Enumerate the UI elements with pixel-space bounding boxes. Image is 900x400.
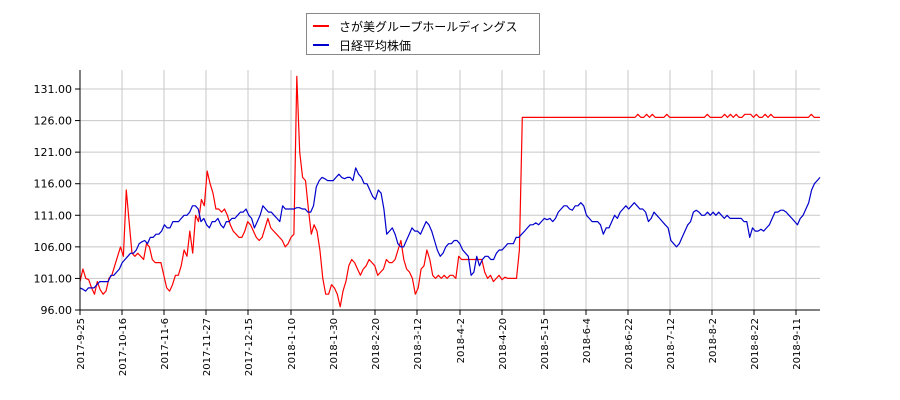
legend-item-sagami: さが美グループホールディングス xyxy=(313,17,517,35)
x-tick-label: 2018-1-10 xyxy=(287,318,298,370)
x-tick-label: 2018-3-12 xyxy=(413,318,424,370)
x-tick-label: 2017-10-16 xyxy=(118,318,129,376)
y-tick-label: 131.00 xyxy=(34,83,73,96)
legend-label-nikkei: 日経平均株価 xyxy=(339,38,412,53)
x-tick-label: 2018-5-15 xyxy=(540,318,551,370)
legend-item-nikkei: 日経平均株価 xyxy=(313,36,411,54)
x-tick-label: 2018-7-12 xyxy=(666,318,677,370)
grid-lines xyxy=(80,70,820,310)
red-line-swatch-icon xyxy=(313,25,329,27)
x-tick-label: 2018-8-22 xyxy=(750,318,761,370)
y-tick-label: 96.00 xyxy=(41,304,73,317)
y-axis-ticks: 96.00 101.00 106.00 111.00 116.00 121.00 126.0… xyxy=(34,83,80,317)
x-tick-label: 2018-6-4 xyxy=(582,318,593,363)
x-tick-label: 2018-4-20 xyxy=(498,318,509,370)
x-axis-ticks: 2017-9-25 2017-10-16 2017-11-6 2017-11-27 20… xyxy=(76,310,803,376)
y-tick-label: 126.00 xyxy=(34,115,73,128)
x-tick-label: 2017-9-25 xyxy=(76,318,87,370)
nikkei-index-line xyxy=(79,167,821,292)
x-tick-label: 2017-11-6 xyxy=(160,318,171,370)
x-tick-label: 2018-8-2 xyxy=(708,318,719,363)
blue-line-swatch-icon xyxy=(313,44,329,46)
y-tick-label: 121.00 xyxy=(34,146,73,159)
sagami-price-line xyxy=(79,75,820,308)
chart-legend: さが美グループホールディングス 日経平均株価 xyxy=(306,13,540,55)
axes xyxy=(79,70,820,311)
x-tick-label: 2018-4-2 xyxy=(456,318,467,363)
y-tick-label: 111.00 xyxy=(34,209,73,222)
x-tick-label: 2017-12-15 xyxy=(244,318,255,376)
legend-label-sagami: さが美グループホールディングス xyxy=(339,19,518,34)
x-tick-label: 2018-2-20 xyxy=(371,318,382,370)
y-tick-label: 106.00 xyxy=(34,241,73,254)
y-tick-label: 116.00 xyxy=(34,178,73,191)
plot-area xyxy=(79,75,821,308)
x-tick-label: 2017-11-27 xyxy=(202,318,213,376)
y-tick-label: 101.00 xyxy=(34,272,73,285)
x-tick-label: 2018-9-11 xyxy=(792,318,803,370)
x-tick-label: 2018-6-22 xyxy=(624,318,635,370)
x-tick-label: 2018-1-30 xyxy=(329,318,340,370)
